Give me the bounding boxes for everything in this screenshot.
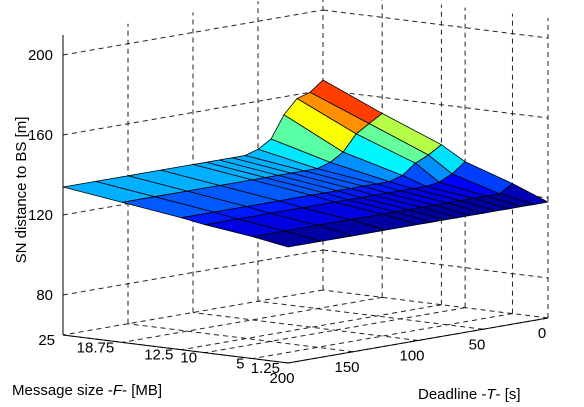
y-tick-label: 5 <box>236 356 244 373</box>
y-axis-label-prefix: Message size - <box>12 382 113 399</box>
y-tick-label: 18.75 <box>77 339 115 356</box>
y-tick-label: 10 <box>180 350 197 367</box>
x-tick-label: 0 <box>538 325 546 342</box>
tick-labels: 801201602000501001502001.2551012.518.752… <box>28 47 546 387</box>
z-tick-label: 200 <box>28 47 53 64</box>
grid-line-x <box>322 289 549 319</box>
z-axis-label: SN distance to BS [m] <box>13 117 30 264</box>
grid-line-y <box>62 289 324 336</box>
y-axis-label-suffix: - [MB] <box>122 382 162 399</box>
grid-line-x <box>257 300 484 330</box>
grid-line-y <box>252 313 513 360</box>
x-tick-label: 150 <box>334 359 359 376</box>
x-tick-label: 50 <box>469 336 486 353</box>
grid-line-z <box>322 9 549 39</box>
grid-line-x <box>192 312 419 341</box>
grid-line-y <box>205 307 466 354</box>
grid-lines <box>62 0 549 364</box>
y-tick-label: 25 <box>38 332 55 349</box>
grid-line-z <box>62 89 324 136</box>
x-axis-label-suffix: - [s] <box>496 386 521 403</box>
y-axis-label: Message size -F- [MB] <box>12 382 162 399</box>
grid-line-z <box>322 89 549 119</box>
grid-line-z <box>322 249 549 279</box>
x-tick-label: 100 <box>399 348 424 365</box>
y-tick-label: 1.25 <box>251 360 280 377</box>
surface-mesh <box>62 79 550 248</box>
axis-edge <box>287 317 549 364</box>
surface-patch <box>252 230 321 248</box>
grid-line-y <box>181 304 442 351</box>
x-axis-label-var: T <box>486 386 497 403</box>
grid-line-z <box>62 9 324 56</box>
grid-line-z <box>62 249 324 296</box>
z-tick-label: 80 <box>36 287 53 304</box>
x-axis-label-prefix: Deadline - <box>418 386 486 403</box>
y-tick-label: 12.5 <box>144 347 173 364</box>
grid-line-x <box>127 323 354 353</box>
grid-line-y <box>122 296 383 343</box>
z-tick-label: 160 <box>28 127 53 144</box>
y-axis-label-var: F <box>113 382 123 399</box>
x-axis-label: Deadline -T- [s] <box>418 386 521 403</box>
axis-edge <box>62 334 289 364</box>
z-tick-label: 120 <box>28 207 53 224</box>
x-tick-label: 200 <box>269 370 294 387</box>
